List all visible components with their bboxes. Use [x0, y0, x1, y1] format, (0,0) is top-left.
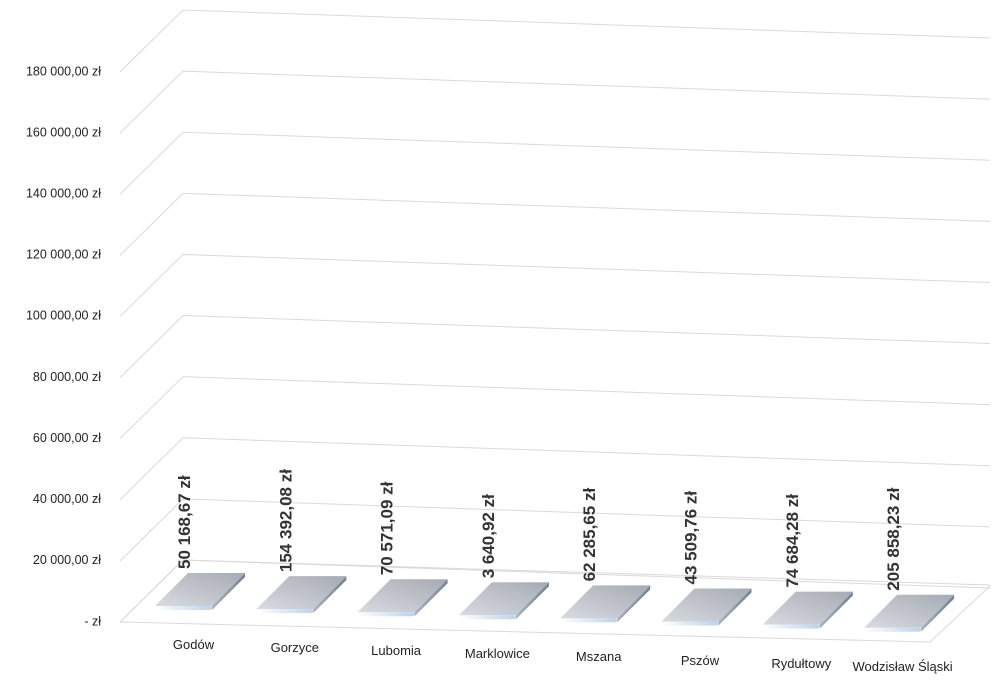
bar [661, 588, 752, 626]
bar-side [515, 582, 549, 620]
bar-top [864, 594, 955, 628]
grid-line [119, 192, 991, 256]
bar-front [256, 609, 314, 614]
x-tick-label: Gorzyce [270, 640, 319, 656]
value-label: 74 684,28 zł [783, 494, 802, 588]
bar-front [560, 618, 618, 623]
x-tick-label: Rydułtowy [771, 655, 832, 671]
bar-front [155, 606, 212, 610]
grid-line [119, 9, 991, 73]
grid-line [119, 253, 991, 317]
y-tick-label: 160 000,00 zł [26, 125, 101, 139]
grid-line [119, 315, 991, 378]
bar-front [458, 615, 516, 620]
value-label: 154 392,08 zł [276, 469, 295, 572]
bar-side [819, 591, 853, 629]
value-label: 205 858,23 zł [884, 487, 903, 590]
y-tick-label: 100 000,00 zł [26, 309, 101, 323]
grid-line [119, 559, 991, 623]
value-label: 62 285,65 zł [580, 488, 599, 582]
x-tick-label: Godów [172, 637, 215, 652]
value-label: 43 509,76 zł [681, 491, 700, 585]
bar [357, 579, 448, 617]
bar-front [357, 612, 415, 617]
y-tick-label: 120 000,00 zł [26, 248, 101, 262]
bar [155, 573, 245, 610]
bar [560, 585, 651, 623]
value-label: 3 640,92 zł [479, 494, 498, 578]
y-tick-label: 20 000,00 zł [33, 553, 101, 567]
y-tick-label: 80 000,00 zł [33, 370, 101, 384]
grid-line [119, 131, 991, 195]
bar-top [661, 588, 752, 622]
bar-side [313, 576, 347, 614]
y-tick-label: 40 000,00 zł [33, 492, 101, 506]
bar-top [357, 579, 448, 613]
bar-top [155, 573, 245, 606]
grid-line [119, 376, 991, 440]
bar-side [617, 585, 651, 623]
value-label: 50 168,67 zł [175, 475, 194, 569]
y-tick-label: 60 000,00 zł [33, 431, 101, 445]
x-tick-label: Pszów [680, 652, 720, 668]
bar-front [864, 627, 922, 632]
grid-line [119, 70, 991, 134]
bar [762, 591, 853, 629]
grid-line [119, 498, 991, 562]
floor-back [119, 559, 991, 623]
y-tick-label: - zł [84, 614, 101, 628]
bar-top [256, 576, 347, 610]
grid-line [119, 437, 991, 501]
y-tick-label: 140 000,00 zł [26, 187, 101, 201]
x-tick-label: Lubomia [371, 643, 422, 659]
bar-side [921, 594, 955, 632]
x-tick-label: Wodzisław Śląski [852, 658, 953, 674]
bar-side [212, 573, 245, 610]
bar-front [661, 621, 719, 626]
floor-front [119, 585, 991, 643]
bar-side [414, 579, 448, 617]
bar [458, 582, 549, 620]
bar-top [560, 585, 651, 619]
bar-front [762, 624, 820, 629]
bar [256, 576, 347, 614]
value-label: 70 571,09 zł [378, 481, 397, 575]
bar [864, 594, 955, 632]
x-tick-label: Mszana [575, 649, 622, 665]
bar-top [458, 582, 549, 616]
bar-side [718, 588, 752, 626]
y-tick-label: 180 000,00 zł [26, 64, 101, 78]
x-tick-label: Marklowice [464, 646, 530, 662]
bar-top [762, 591, 853, 625]
